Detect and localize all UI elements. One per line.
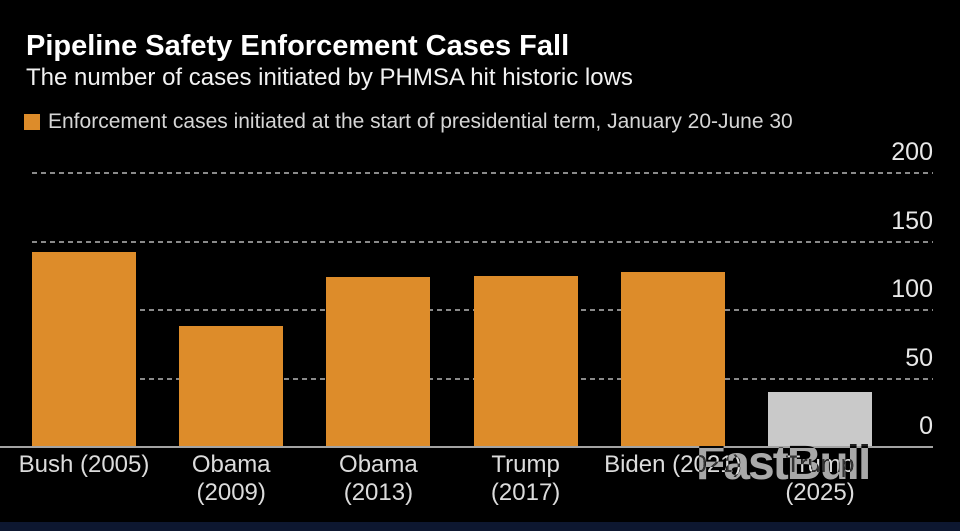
y-tick-label-100: 100 [891,275,933,303]
x-axis-line [0,446,933,448]
y-tick-label-0: 0 [919,412,933,440]
x-category-label-line: Trump [491,451,560,478]
x-category-label-line: Biden (2021) [604,451,742,478]
x-category-label-line: Obama [339,451,418,478]
gridline-150 [32,240,933,243]
legend: Enforcement cases initiated at the start… [24,110,793,134]
bar-trump-2017 [473,276,578,447]
bar-bush-2005 [32,252,136,447]
x-category-label-line: Bush (2005) [18,451,150,478]
y-tick-label-200: 200 [891,138,933,166]
x-category-label-1: Bush (2005) [0,451,174,479]
x-category-label-line: Trump [785,451,855,478]
gridline-200 [32,172,933,174]
x-category-label-5: Biden (2021) [583,451,763,479]
x-category-label-2: Obama (2009) [141,451,321,507]
chart-subtitle: The number of cases initiated by PHMSA h… [26,64,633,91]
x-category-label-line: (2013) [343,479,414,506]
y-tick-label-50: 50 [905,343,933,372]
x-category-label-6: Trump (2025) [730,451,910,507]
bar-biden-2021 [620,272,725,447]
bar-trump-2025 [768,392,872,447]
legend-label: Enforcement cases initiated at the start… [48,110,793,133]
x-category-label-line: (2025) [785,479,855,506]
chart-title: Pipeline Safety Enforcement Cases Fall [26,30,570,62]
x-category-label-line: (2017) [490,479,561,506]
x-category-label-3: Obama (2013) [288,451,468,507]
x-category-label-line: (2009) [196,479,266,506]
bar-obama-2009 [179,326,284,447]
watermark-logo: FastBull [696,437,871,490]
bottom-brand-strip [0,522,960,531]
x-category-label-4: Trump (2017) [436,451,616,507]
y-tick-label-150: 150 [891,206,933,235]
legend-swatch-icon [24,114,40,130]
bar-obama-2013 [326,277,431,447]
x-category-label-line: Obama [191,451,271,478]
